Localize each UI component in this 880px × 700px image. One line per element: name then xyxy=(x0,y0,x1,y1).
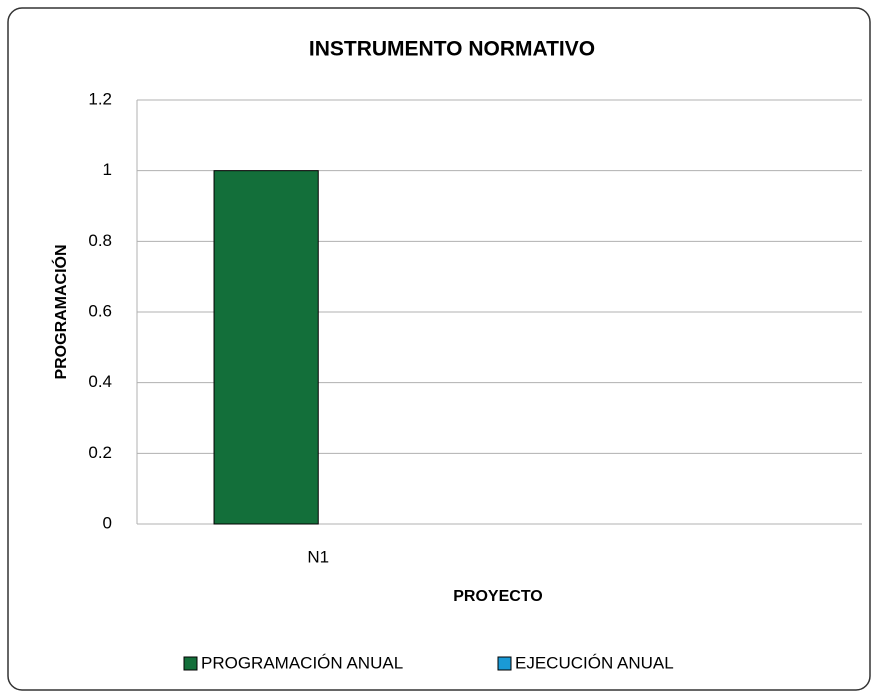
x-tick-label: N1 xyxy=(307,547,329,566)
y-tick-label: 0.6 xyxy=(88,301,112,320)
y-axis-label: PROGRAMACIÓN xyxy=(51,244,70,379)
y-tick-label: 1 xyxy=(103,160,112,179)
y-tick-label: 0 xyxy=(103,513,112,532)
y-tick-label: 0.8 xyxy=(88,231,112,250)
y-tick-label: 0.4 xyxy=(88,372,112,391)
legend-swatch xyxy=(497,656,512,671)
bar xyxy=(213,170,319,525)
x-axis-label: PROYECTO xyxy=(453,588,543,605)
legend-label: PROGRAMACIÓN ANUAL xyxy=(201,653,403,672)
legend-swatch xyxy=(183,656,198,671)
legend-label: EJECUCIÓN ANUAL xyxy=(515,653,674,672)
chart-title: INSTRUMENTO NORMATIVO xyxy=(309,38,595,61)
y-tick-label: 0.2 xyxy=(88,443,112,462)
y-tick-label: 1.2 xyxy=(88,89,112,108)
